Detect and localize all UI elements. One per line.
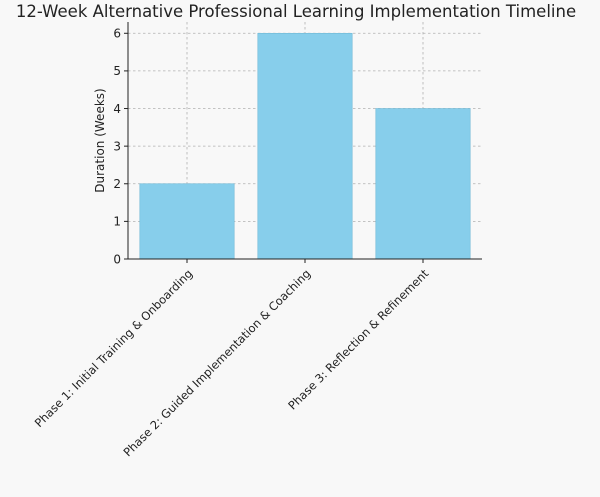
y-tick-label-3: 3: [113, 139, 121, 153]
x-tick-label-1: Phase 2: Guided Implementation & Coachin…: [121, 266, 314, 459]
x-axis-ticks: Phase 1: Initial Training & OnboardingPh…: [32, 259, 432, 459]
bar-2: [257, 32, 353, 260]
y-tick-label-6: 6: [113, 27, 121, 41]
x-tick-label-2: Phase 3: Reflection & Refinement: [285, 266, 431, 412]
y-tick-label-2: 2: [113, 177, 121, 191]
y-axis-label: Duration (Weeks): [93, 88, 107, 192]
y-tick-label-0: 0: [113, 252, 121, 266]
bar-1: [139, 183, 235, 260]
y-tick-label-1: 1: [113, 215, 121, 229]
y-tick-label-4: 4: [113, 102, 121, 116]
y-tick-label-5: 5: [113, 64, 121, 78]
y-axis-ticks: 0 1 2 3 4 5 6: [113, 27, 128, 266]
bars: [139, 32, 471, 260]
bar-3: [375, 108, 471, 260]
chart-title: 12-Week Alternative Professional Learnin…: [16, 2, 576, 21]
